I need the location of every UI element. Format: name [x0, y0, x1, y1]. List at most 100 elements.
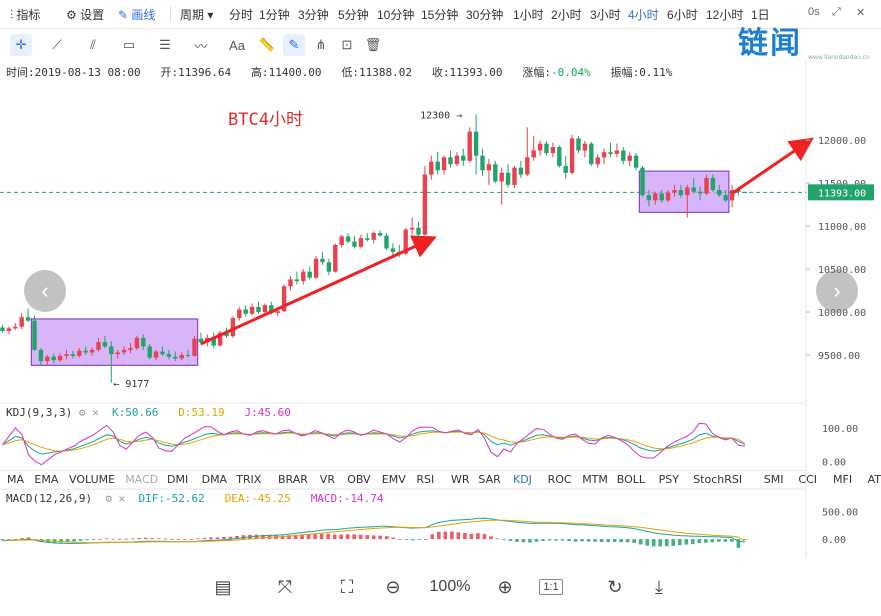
- macd-bar: [371, 535, 376, 540]
- candle-23: [147, 343, 152, 360]
- interval-2[interactable]: 3分钟: [298, 8, 329, 22]
- indicator-tab-psy[interactable]: PSY: [658, 473, 679, 486]
- candle-body: [237, 309, 242, 319]
- indicator-tab-stochrsi[interactable]: StochRSI: [693, 473, 743, 486]
- indicator-tab-trix[interactable]: TRIX: [236, 473, 262, 486]
- macd-bar: [189, 539, 194, 540]
- interval-9[interactable]: 3小时: [590, 8, 621, 22]
- indicator-tab-rsi[interactable]: RSI: [416, 473, 435, 486]
- macd-bar: [59, 539, 63, 543]
- macd-bar: [743, 539, 747, 540]
- indicator-tab-cci[interactable]: CCI: [798, 473, 817, 486]
- interval-12[interactable]: 12小时: [706, 8, 744, 22]
- candle-body: [179, 355, 184, 359]
- interval-5[interactable]: 15分钟: [421, 8, 459, 22]
- draw-button[interactable]: ✎ 画线: [118, 6, 155, 23]
- candle-89: [569, 135, 575, 175]
- text-tool-icon[interactable]: Aa: [229, 37, 245, 53]
- candle-13: [83, 346, 88, 356]
- price-chart[interactable]: 12300 → ← 9177 BTC4小时 9500.00 10000.00 10500…: [0, 0, 881, 558]
- indicator-tab-macd[interactable]: MACD: [125, 473, 159, 486]
- macd-bar: [306, 534, 311, 540]
- prev-image-button[interactable]: ‹: [24, 270, 66, 312]
- interval-11[interactable]: 6小时: [667, 8, 698, 22]
- rectangle-icon[interactable]: ▭: [122, 37, 136, 52]
- candle-body: [665, 192, 671, 201]
- kdj-settings-icon[interactable]: ⚙ ✕: [78, 406, 99, 419]
- indicator-tab-ema[interactable]: EMA: [34, 473, 59, 486]
- macd-bar: [209, 537, 213, 540]
- indicator-tab-roc[interactable]: ROC: [547, 473, 572, 486]
- candle-72: [461, 148, 466, 166]
- indicator-tab-dma[interactable]: DMA: [201, 473, 228, 486]
- interval-10[interactable]: 4小时: [628, 8, 659, 22]
- chart-annotation: BTC4小时: [228, 110, 303, 130]
- candle-83: [531, 135, 536, 161]
- expand-icon[interactable]: ⤢: [832, 6, 841, 18]
- interval-0[interactable]: 分时: [229, 8, 254, 22]
- crosshair-icon[interactable]: ✛: [10, 34, 32, 56]
- indicator-tab-mtm[interactable]: MTM: [582, 473, 608, 486]
- rotate-icon[interactable]: ↻: [607, 576, 623, 597]
- brush-icon[interactable]: ✎: [283, 34, 305, 56]
- candle-48: [307, 266, 312, 280]
- parallel-lines-icon[interactable]: ⫽: [90, 37, 96, 52]
- candle-79: [505, 164, 511, 188]
- trendline-icon[interactable]: ⟋: [52, 37, 62, 52]
- zoom-in-icon[interactable]: ⊕: [497, 576, 513, 597]
- candle-body: [531, 150, 536, 158]
- indicator-tab-volume[interactable]: VOLUME: [69, 473, 116, 486]
- candle-body: [339, 236, 344, 246]
- indicators-button[interactable]: ⫶ 指标: [10, 6, 40, 23]
- interval-7[interactable]: 1小时: [513, 8, 544, 22]
- indicator-tab-wr[interactable]: WR: [451, 473, 470, 486]
- macd-bar: [515, 539, 519, 542]
- indicator-tab-obv[interactable]: OBV: [347, 473, 371, 486]
- indicator-tab-brar[interactable]: BRAR: [278, 473, 308, 486]
- macd-bar: [391, 537, 396, 540]
- wave-icon[interactable]: 〰: [194, 38, 208, 54]
- next-image-button[interactable]: ›: [816, 270, 858, 312]
- interval-6[interactable]: 30分钟: [466, 8, 504, 22]
- candle-body: [640, 167, 645, 196]
- magnet-icon[interactable]: ⋔: [315, 37, 327, 52]
- indicator-tab-vr[interactable]: VR: [319, 473, 335, 486]
- actual-size-button[interactable]: 1:1: [536, 572, 566, 602]
- indicator-tab-emv[interactable]: EMV: [381, 473, 406, 486]
- download-icon[interactable]: ⤓: [655, 576, 663, 597]
- gallery-icon[interactable]: ▤: [214, 576, 232, 597]
- macd-bar: [339, 534, 343, 540]
- indicator-tab-ma[interactable]: MA: [7, 473, 25, 486]
- indicator-tab-smi[interactable]: SMI: [763, 473, 784, 486]
- interval-4[interactable]: 10分钟: [377, 8, 415, 22]
- macd-settings-icon[interactable]: ⚙ ✕: [105, 492, 126, 505]
- fit-screen-icon[interactable]: ⤧: [277, 576, 293, 597]
- macd-bar: [671, 539, 676, 546]
- indicator-tab-kdj[interactable]: KDJ: [513, 473, 532, 486]
- indicator-tab-mfi[interactable]: MFI: [833, 473, 853, 486]
- interval-1[interactable]: 1分钟: [259, 8, 290, 22]
- trash-icon[interactable]: 🗑: [364, 37, 382, 52]
- interval-3[interactable]: 5分钟: [338, 8, 369, 22]
- macd-bar: [143, 537, 148, 540]
- lock-icon[interactable]: ⊡: [341, 37, 353, 52]
- interval-8[interactable]: 2小时: [551, 8, 582, 22]
- indicator-tab-sar[interactable]: SAR: [478, 473, 501, 486]
- close-icon[interactable]: ✕: [856, 7, 866, 19]
- fib-lines-icon[interactable]: ☰: [159, 37, 171, 52]
- macd-bar: [111, 538, 116, 540]
- zoom-out-icon[interactable]: ⊖: [385, 576, 401, 597]
- settings-button[interactable]: ⚙ 设置: [66, 6, 104, 23]
- ruler-icon[interactable]: 📏: [258, 37, 276, 52]
- period-dropdown[interactable]: 周期 ▾: [180, 6, 213, 23]
- macd-bar: [606, 539, 610, 543]
- macd-bar: [599, 539, 604, 542]
- interval-13[interactable]: 1日: [751, 8, 770, 22]
- indicator-tab-dmi[interactable]: DMI: [167, 473, 189, 486]
- indicator-tab-atr[interactable]: ATR: [867, 473, 881, 486]
- macd-bar: [710, 539, 715, 543]
- trend-arrow-1: [731, 137, 814, 195]
- fullscreen-icon[interactable]: ⛶: [340, 576, 354, 597]
- indicator-tab-boll[interactable]: BOLL: [616, 473, 646, 486]
- y-tick-label: 9500.00: [818, 351, 860, 362]
